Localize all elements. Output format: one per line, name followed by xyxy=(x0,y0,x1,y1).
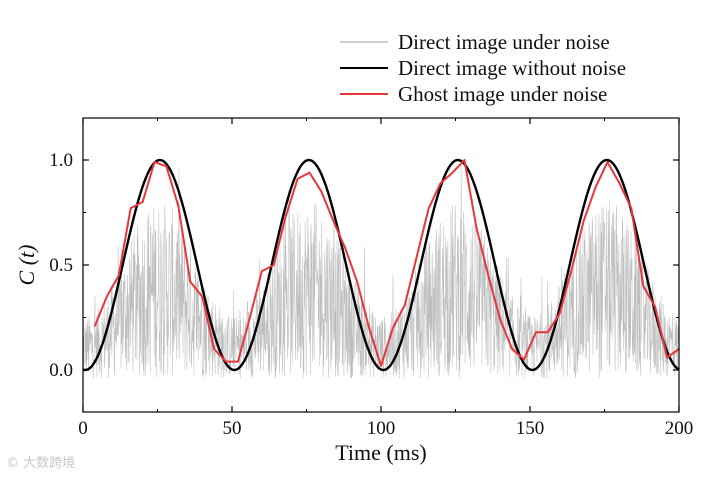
ghost-data-point xyxy=(177,205,180,208)
ghost-data-point xyxy=(272,264,275,266)
ghost-data-point xyxy=(225,360,227,363)
ghost-data-point xyxy=(368,327,370,329)
ghost-data-point xyxy=(117,274,120,277)
ghost-data-point xyxy=(403,304,406,306)
y-tick-label: 0.0 xyxy=(49,360,73,381)
ghost-data-point xyxy=(451,171,454,174)
ghost-data-point xyxy=(499,318,502,321)
ghost-data-point xyxy=(284,215,287,218)
ghost-data-point xyxy=(213,348,216,350)
ghost-data-point xyxy=(606,161,609,164)
ghost-data-point xyxy=(356,280,359,283)
ghost-data-point xyxy=(141,201,144,203)
ghost-data-point xyxy=(582,220,585,222)
x-tick-label: 200 xyxy=(665,418,694,439)
ghost-data-point xyxy=(618,182,621,185)
ghost-data-point xyxy=(320,190,323,193)
ghost-data-point xyxy=(546,331,549,334)
ghost-data-point xyxy=(511,348,514,350)
ghost-data-point xyxy=(153,161,156,164)
ghost-data-point xyxy=(392,327,394,329)
x-tick-label: 100 xyxy=(367,418,396,439)
ghost-data-point xyxy=(344,247,347,250)
ghost-data-point xyxy=(260,270,263,273)
x-tick-label: 0 xyxy=(78,418,88,439)
ghost-data-point xyxy=(332,220,335,222)
ghost-data-point xyxy=(201,295,204,298)
ghost-data-point xyxy=(308,171,311,174)
legend-label: Direct image under noise xyxy=(398,30,610,54)
ghost-data-point xyxy=(94,325,96,327)
series-direct-without-noise-line xyxy=(82,158,680,372)
ghost-data-point xyxy=(105,295,108,298)
y-axis-title: C (t) xyxy=(14,245,39,286)
ghost-data-point xyxy=(666,356,668,359)
x-axis-title: Time (ms) xyxy=(335,440,426,465)
ghost-data-point xyxy=(558,312,561,315)
ghost-data-point xyxy=(570,268,573,271)
x-tick-label: 150 xyxy=(516,418,545,439)
legend-label: Ghost image under noise xyxy=(398,82,607,106)
ghost-data-point xyxy=(475,226,478,229)
noise-series-layer xyxy=(82,166,680,379)
ghost-data-point xyxy=(654,306,657,308)
ghost-data-point xyxy=(296,178,299,180)
series-direct-under-noise-line xyxy=(82,166,680,379)
line-series-layer xyxy=(82,158,680,372)
ghost-data-point xyxy=(165,165,168,168)
ghost-data-point xyxy=(248,316,251,319)
watermark-text: © 大数跨境 xyxy=(6,456,76,471)
ghost-data-point xyxy=(535,331,537,334)
ghost-data-point xyxy=(427,207,430,210)
y-axis: 0.0 0.5 1.0 xyxy=(49,150,679,381)
ghost-data-point xyxy=(129,207,132,210)
y-tick-label: 0.5 xyxy=(49,255,73,276)
ghost-data-point xyxy=(415,255,418,258)
ghost-data-point xyxy=(630,207,633,210)
ghost-data-point xyxy=(594,186,597,189)
ghost-data-point xyxy=(237,360,239,363)
ghost-data-point xyxy=(380,364,382,367)
legend-label: Direct image without noise xyxy=(398,56,626,80)
x-tick-label: 50 xyxy=(223,418,242,439)
ghost-data-point xyxy=(523,358,525,361)
ghost-data-point xyxy=(439,182,442,185)
x-axis: 0 50 100 150 200 xyxy=(78,118,693,439)
ghost-data-point xyxy=(463,159,466,161)
series-ghost-under-noise-line xyxy=(93,159,680,367)
ghost-data-point xyxy=(642,285,645,287)
ghost-data-point xyxy=(487,274,490,277)
y-tick-label: 1.0 xyxy=(49,150,73,171)
ghost-data-point xyxy=(189,280,192,283)
